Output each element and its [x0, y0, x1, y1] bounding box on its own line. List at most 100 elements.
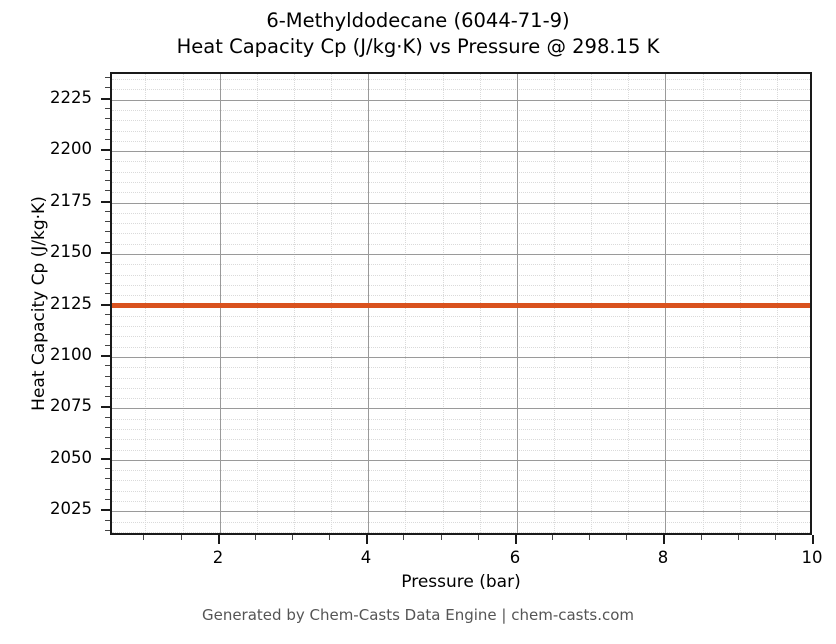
y-axis-minor-tick	[105, 87, 110, 88]
gridline-major-horizontal	[112, 254, 810, 255]
y-axis-tick-label: 2075	[50, 396, 92, 415]
y-axis-minor-tick	[105, 314, 110, 315]
y-axis-tick	[101, 201, 110, 203]
gridline-minor-horizontal	[112, 490, 810, 492]
gridline-minor-horizontal	[112, 377, 810, 379]
y-axis-tick-label: 2150	[50, 242, 92, 261]
y-axis-tick	[101, 98, 110, 100]
y-axis-tick-label: 2200	[50, 139, 92, 158]
gridline-minor-horizontal	[112, 346, 810, 348]
y-axis-tick	[101, 406, 110, 408]
y-axis-minor-tick	[105, 530, 110, 531]
x-axis-tick	[218, 535, 220, 544]
gridline-minor-horizontal	[112, 233, 810, 235]
x-axis-minor-tick	[775, 535, 776, 540]
gridline-minor-horizontal	[112, 274, 810, 276]
x-axis-label: Pressure (bar)	[401, 572, 521, 592]
y-axis-minor-tick	[105, 180, 110, 181]
y-axis-minor-tick	[105, 231, 110, 232]
x-axis-tick-label: 4	[360, 548, 372, 567]
y-axis-minor-tick	[105, 262, 110, 263]
y-axis-minor-tick	[105, 211, 110, 212]
x-axis-minor-tick	[478, 535, 479, 540]
chart-title: 6-Methyldodecane (6044-71-9) Heat Capaci…	[0, 8, 836, 60]
y-axis-minor-tick	[105, 376, 110, 377]
gridline-minor-horizontal	[112, 171, 810, 173]
gridline-minor-horizontal	[112, 130, 810, 132]
y-axis-minor-tick	[105, 242, 110, 243]
y-axis-tick	[101, 509, 110, 511]
y-axis-minor-tick	[105, 334, 110, 335]
footer-credit: Generated by Chem-Casts Data Engine | ch…	[201, 606, 635, 624]
y-axis-minor-tick	[105, 417, 110, 418]
x-axis-tick-label: 6	[509, 548, 521, 567]
gridline-minor-horizontal	[112, 192, 810, 194]
gridline-minor-horizontal	[112, 398, 810, 400]
x-axis-minor-tick	[626, 535, 627, 540]
y-axis-tick-label: 2225	[50, 88, 92, 107]
x-axis-minor-tick	[441, 535, 442, 540]
y-axis-minor-tick	[105, 520, 110, 521]
gridline-minor-horizontal	[112, 521, 810, 523]
y-axis-minor-tick	[105, 396, 110, 397]
x-axis-minor-tick	[329, 535, 330, 540]
y-axis-minor-tick	[105, 324, 110, 325]
gridline-minor-horizontal	[112, 110, 810, 111]
y-axis-minor-tick	[105, 190, 110, 191]
gridline-minor-horizontal	[112, 120, 810, 122]
x-axis-tick-label: 8	[657, 548, 669, 567]
gridline-minor-horizontal	[112, 428, 810, 430]
y-axis-minor-tick	[105, 129, 110, 130]
y-axis-tick-label: 2025	[50, 499, 92, 518]
x-axis-minor-tick	[738, 535, 739, 540]
y-axis-minor-tick	[105, 283, 110, 284]
y-axis-minor-tick	[105, 427, 110, 428]
x-axis-tick	[663, 535, 665, 544]
y-axis-minor-tick	[105, 77, 110, 78]
gridline-minor-horizontal	[112, 480, 810, 482]
gridline-minor-horizontal	[112, 315, 810, 317]
x-axis-tick-label: 10	[801, 548, 823, 567]
gridline-major-horizontal	[112, 357, 810, 358]
gridline-minor-horizontal	[112, 161, 810, 163]
y-axis-minor-tick	[105, 468, 110, 469]
y-axis-minor-tick	[105, 448, 110, 449]
y-axis-tick-label: 2125	[50, 294, 92, 313]
y-axis-minor-tick	[105, 489, 110, 490]
gridline-minor-horizontal	[112, 531, 810, 533]
y-axis-minor-tick	[105, 273, 110, 274]
y-axis-tick	[101, 304, 110, 306]
gridline-minor-horizontal	[112, 439, 810, 441]
y-axis-tick-label: 2050	[50, 448, 92, 467]
gridline-minor-horizontal	[112, 326, 810, 328]
gridline-minor-horizontal	[112, 223, 810, 225]
x-axis-minor-tick	[552, 535, 553, 540]
x-axis-minor-tick	[292, 535, 293, 540]
y-axis-minor-tick	[105, 386, 110, 387]
x-axis-minor-tick	[589, 535, 590, 540]
gridline-major-horizontal	[112, 203, 810, 204]
y-axis-minor-tick	[105, 478, 110, 479]
y-axis-minor-tick	[105, 365, 110, 366]
gridline-major-horizontal	[112, 511, 810, 512]
gridline-minor-horizontal	[112, 264, 810, 266]
title-line-property: Heat Capacity Cp (J/kg·K) vs Pressure @ …	[176, 35, 660, 58]
series-line-heat-capacity	[112, 303, 810, 308]
gridline-major-horizontal	[112, 460, 810, 461]
gridline-minor-horizontal	[112, 182, 810, 184]
gridline-minor-horizontal	[112, 295, 810, 297]
gridline-minor-horizontal	[112, 449, 810, 451]
x-axis-minor-tick	[255, 535, 256, 540]
y-axis-minor-tick	[105, 170, 110, 171]
x-axis-tick	[515, 535, 517, 544]
gridline-major-horizontal	[112, 100, 810, 101]
y-axis-tick-label: 2175	[50, 191, 92, 210]
y-axis-minor-tick	[105, 159, 110, 160]
y-axis-tick	[101, 252, 110, 254]
x-axis-minor-tick	[403, 535, 404, 540]
gridline-minor-horizontal	[112, 336, 810, 338]
x-axis-minor-tick	[181, 535, 182, 540]
y-axis-minor-tick	[105, 293, 110, 294]
gridline-minor-horizontal	[112, 89, 810, 91]
